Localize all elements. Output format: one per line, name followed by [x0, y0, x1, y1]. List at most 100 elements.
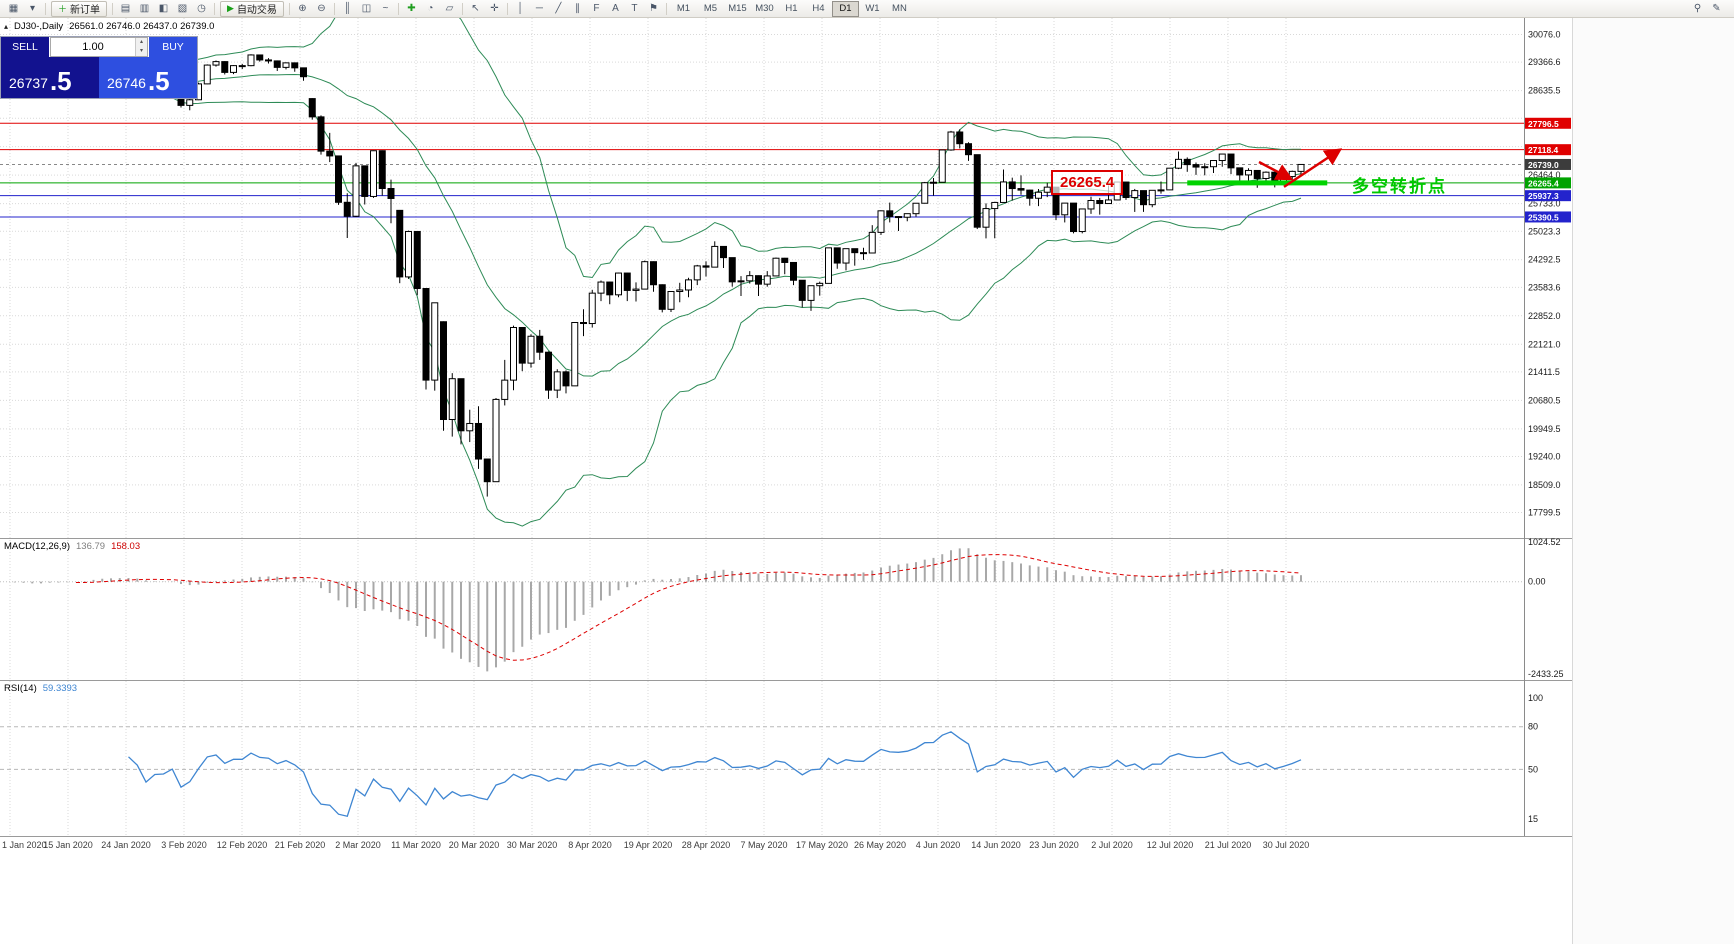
volume-spinner[interactable]: ▴ ▾ [135, 38, 147, 56]
text-button[interactable]: A [606, 0, 625, 17]
trend-arrow-down[interactable] [1258, 160, 1294, 181]
timeframe-m15[interactable]: M15 [728, 3, 747, 14]
macd-signal-line [76, 554, 1302, 661]
sell-price[interactable]: 26737 .5 [1, 57, 99, 98]
crosshair-button[interactable]: ✛ [485, 0, 504, 17]
price-axis-label: 30076.0 [1528, 30, 1561, 40]
price-axis-label: 22121.0 [1528, 339, 1561, 349]
cursor-button[interactable]: ↖ [466, 0, 485, 17]
bar-chart-icon: ║ [343, 3, 351, 14]
new-chart-button[interactable]: ▦ [4, 0, 23, 17]
periods-button[interactable]: ◔ [421, 0, 440, 17]
candlestick-chart-button[interactable]: ◫ [357, 0, 376, 17]
symbol-marker-icon: ▴ [4, 22, 9, 31]
spinner-down-icon[interactable]: ▾ [136, 47, 147, 56]
date-axis-label: 19 Apr 2020 [624, 840, 673, 850]
date-axis-label: 24 Jan 2020 [101, 840, 151, 850]
rsi-line [128, 731, 1302, 817]
indicators-icon: ✚ [407, 3, 416, 14]
price-axis-label: 23583.6 [1528, 282, 1561, 292]
zoom-in-icon: ⊕ [298, 3, 307, 14]
timeframe-d1[interactable]: D1 [831, 0, 859, 17]
price-axis-flag [1525, 177, 1571, 189]
strategy-tester-button[interactable]: ◷ [192, 0, 211, 17]
autotrading-button[interactable]: ▶ 自动交易 [220, 0, 284, 17]
date-axis-label: 21 Feb 2020 [275, 840, 326, 850]
date-axis-label: 14 Jun 2020 [971, 840, 1021, 850]
chart-header: ▴ DJ30-,Daily 26561.0 26746.0 26437.0 26… [4, 21, 214, 32]
timeframe-group: M1 M5 M15 M30 H1 H4 D1 W1 MN [670, 0, 913, 17]
terminal-button[interactable]: ▧ [173, 0, 192, 17]
trend-arrow-up[interactable] [1283, 148, 1343, 188]
pencil-icon: ✎ [1712, 3, 1721, 14]
chart-list-button[interactable]: ▾ [23, 0, 42, 17]
channel-button[interactable]: ∥ [568, 0, 587, 17]
price-axis[interactable]: 30076.0 29366.6 28635.5 26464.0 25733.0 25023… [1525, 30, 1571, 825]
timeframe-h1[interactable]: H1 [785, 3, 798, 14]
bar-chart-button[interactable]: ║ [338, 0, 357, 17]
market-watch-button[interactable]: ▤ [116, 0, 135, 17]
price-axis-flag-label: 27118.4 [1528, 145, 1559, 155]
macd-axis-label: -2433.25 [1528, 669, 1564, 679]
chart-area[interactable]: 30076.0 29366.6 28635.5 26464.0 25733.0 25023… [0, 18, 1734, 944]
trendline-button[interactable]: ╱ [549, 0, 568, 17]
zoom-in-button[interactable]: ⊕ [293, 0, 312, 17]
price-flag-label[interactable]: 26265.4 [1051, 170, 1124, 195]
horizontal-line-button[interactable]: ─ [530, 0, 549, 17]
support-zone-bar[interactable] [1187, 180, 1328, 186]
chart-canvas[interactable]: 30076.0 29366.6 28635.5 26464.0 25733.0 25023… [0, 18, 1734, 944]
zoom-out-button[interactable]: ⊖ [312, 0, 331, 17]
price-axis-label: 21411.5 [1528, 367, 1560, 377]
data-window-button[interactable]: ▥ [135, 0, 154, 17]
buy-price[interactable]: 26746 .5 [99, 57, 197, 98]
search-button[interactable]: ⚲ [1688, 0, 1707, 17]
spinner-up-icon[interactable]: ▴ [136, 38, 147, 47]
macd-name-label: MACD(12,26,9) [4, 541, 70, 552]
market-watch-icon: ▤ [120, 3, 131, 14]
templates-button[interactable]: ▱ [440, 0, 459, 17]
symbol-period-label: DJ30-,Daily [14, 21, 64, 32]
price-axis-background[interactable] [1524, 18, 1572, 944]
price-axis-flag [1525, 211, 1571, 223]
timeframe-h4[interactable]: H4 [812, 3, 825, 14]
new-order-button[interactable]: ＋新订单 [51, 0, 108, 17]
label-button[interactable]: T [625, 0, 644, 17]
timeframe-m30[interactable]: M30 [755, 3, 774, 14]
indicators-button[interactable]: ✚ [402, 0, 421, 17]
fibonacci-icon: F [593, 3, 600, 14]
macd-axis-label: 0.00 [1528, 577, 1546, 587]
price-axis-label: 19949.5 [1528, 424, 1561, 434]
date-axis-label: 30 Mar 2020 [507, 840, 558, 850]
volume-field[interactable]: 1.00 ▴ ▾ [50, 37, 148, 57]
macd-panel [0, 548, 1524, 672]
sell-button[interactable]: SELL [1, 37, 49, 57]
date-axis-label: 3 Feb 2020 [161, 840, 207, 850]
line-chart-button[interactable]: ~ [376, 0, 395, 17]
buy-button[interactable]: BUY [149, 37, 197, 57]
turning-point-note[interactable]: 多空转折点 [1352, 177, 1447, 196]
toolbar-left: ▦ ▾ ＋新订单 ▤ ▥ ◧ ▧ ◷ ▶ 自动交易 ⊕ ⊖ ║ ◫ ~ ✚ ◔ ▱ ↖ ✛ │ ─ ╱ ∥ F A T ⚑ [4, 0, 670, 17]
data-window-icon: ▥ [139, 3, 150, 14]
templates-icon: ▱ [445, 3, 454, 14]
price-axis-flag-label: 26739.0 [1528, 160, 1559, 170]
vertical-line-button[interactable]: │ [511, 0, 530, 17]
arrows-button[interactable]: ⚑ [644, 0, 663, 17]
draw-button[interactable]: ✎ [1707, 0, 1726, 17]
new-order-icon: ＋ [58, 4, 68, 14]
timeframe-mn[interactable]: MN [892, 3, 907, 14]
price-axis-flag-label: 25937.3 [1528, 191, 1559, 201]
fibonacci-button[interactable]: F [587, 0, 606, 17]
label-icon: T [631, 3, 638, 14]
price-gridlines [0, 34, 1524, 514]
timeframe-w1[interactable]: W1 [865, 3, 880, 14]
timeframe-m5[interactable]: M5 [703, 3, 718, 14]
navigator-button[interactable]: ◧ [154, 0, 173, 17]
volume-value[interactable]: 1.00 [82, 41, 104, 53]
toolbar-right: ⚲ ✎ [1688, 1, 1730, 17]
price-axis-label: 20680.5 [1528, 395, 1561, 405]
autotrade-play-icon: ▶ [227, 3, 234, 13]
timeframe-m1[interactable]: M1 [676, 3, 691, 14]
horizontal-level-lines[interactable] [0, 122, 1524, 218]
